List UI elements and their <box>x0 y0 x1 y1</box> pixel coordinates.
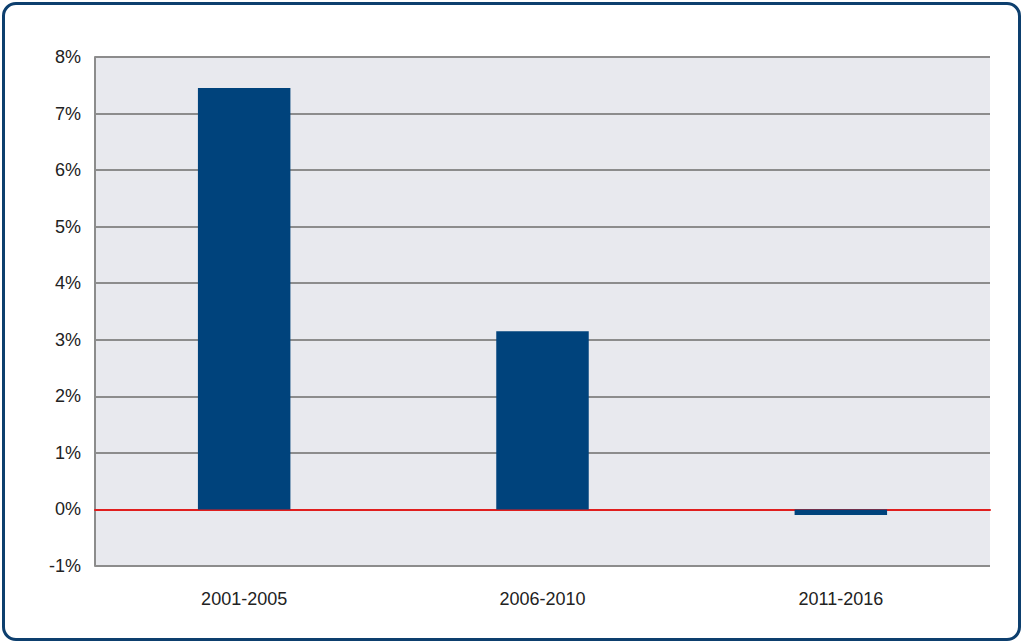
svg-text:5%: 5% <box>55 217 81 237</box>
svg-text:2006-2010: 2006-2010 <box>499 589 585 609</box>
svg-text:7%: 7% <box>55 104 81 124</box>
svg-text:1%: 1% <box>55 443 81 463</box>
svg-text:2011-2016: 2011-2016 <box>798 589 883 609</box>
svg-text:6%: 6% <box>55 160 81 180</box>
svg-text:2%: 2% <box>55 386 81 406</box>
svg-text:2001-2005: 2001-2005 <box>201 589 287 609</box>
svg-text:-1%: -1% <box>49 556 81 576</box>
svg-text:4%: 4% <box>55 273 81 293</box>
svg-text:3%: 3% <box>55 330 81 350</box>
svg-text:8%: 8% <box>55 47 81 67</box>
svg-text:0%: 0% <box>55 499 81 519</box>
